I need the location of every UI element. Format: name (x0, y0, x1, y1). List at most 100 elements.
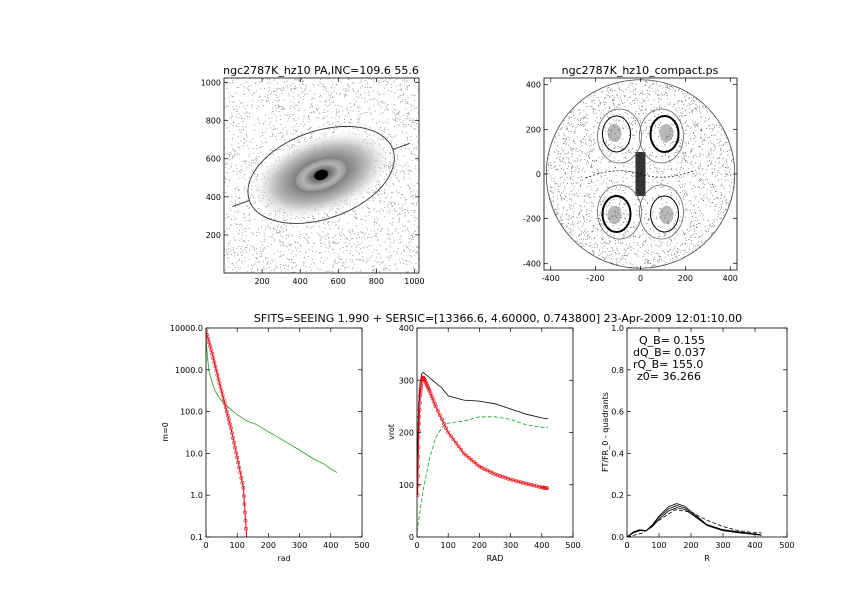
noise-dot (389, 209, 391, 211)
map-dot (640, 102, 642, 104)
map-dot (622, 263, 624, 265)
noise-dot (290, 258, 292, 260)
map-dot (583, 101, 584, 103)
map-dot (607, 186, 609, 188)
noise-dot (245, 140, 247, 141)
map-dot (725, 142, 727, 143)
map-dot (563, 190, 565, 192)
noise-dot (287, 264, 289, 266)
map-dot (649, 85, 651, 87)
noise-dot (279, 99, 280, 101)
map-dot (702, 214, 704, 216)
map-dot (712, 184, 713, 186)
noise-dot (286, 134, 288, 136)
noise-dot (277, 83, 278, 85)
noise-dot (257, 173, 259, 175)
noise-dot (386, 196, 387, 198)
map-dot (588, 213, 590, 214)
map-dot (625, 250, 627, 251)
map-dot (551, 192, 553, 194)
map-dot (549, 194, 550, 196)
map-dot (695, 108, 696, 109)
noise-dot (392, 162, 394, 164)
map-dot (557, 145, 558, 147)
noise-dot (367, 237, 368, 239)
noise-dot (373, 224, 375, 226)
map-dot (723, 212, 724, 213)
noise-dot (372, 197, 374, 199)
noise-dot (416, 245, 418, 247)
map-dot (568, 144, 569, 146)
map-dot (577, 158, 578, 160)
map-dot (599, 214, 601, 216)
map-dot (585, 243, 586, 244)
map-dot (602, 181, 604, 183)
map-dot (690, 209, 691, 211)
map-dot (661, 198, 662, 199)
map-dot (587, 160, 588, 162)
map-dot (598, 122, 600, 123)
map-dot (602, 150, 604, 152)
map-dot (660, 126, 662, 128)
noise-dot (345, 90, 347, 92)
map-dot (678, 176, 680, 178)
map-dot (602, 225, 604, 227)
noise-dot (390, 176, 392, 178)
noise-dot (385, 197, 387, 199)
map-dot (588, 183, 590, 184)
noise-dot (407, 140, 409, 142)
noise-dot (225, 178, 226, 180)
map-dot (667, 245, 669, 246)
map-dot (722, 130, 724, 132)
noise-dot (275, 100, 276, 101)
map-dot (598, 156, 600, 158)
map-dot (700, 215, 701, 217)
noise-dot (251, 194, 253, 196)
map-dot (666, 95, 668, 97)
noise-dot (329, 99, 331, 100)
map-dot (548, 167, 550, 169)
map-dot (659, 131, 660, 133)
noise-dot (292, 91, 294, 93)
map-dot (607, 144, 609, 146)
map-dot (633, 175, 635, 177)
noise-dot (402, 99, 403, 101)
map-dot (722, 158, 724, 159)
map-dot (659, 105, 661, 106)
noise-dot (284, 217, 286, 218)
noise-dot (360, 94, 362, 96)
map-dot (718, 213, 719, 215)
map-dot (601, 91, 602, 93)
noise-dot (310, 126, 312, 128)
map-dot (702, 183, 704, 185)
noise-dot (384, 127, 386, 129)
map-dot (698, 206, 699, 208)
map-dot (708, 182, 709, 184)
map-dot (570, 111, 572, 112)
noise-dot (348, 267, 349, 268)
noise-dot (388, 134, 390, 135)
map-dot (646, 128, 648, 130)
map-dot (631, 172, 633, 174)
noise-dot (349, 229, 351, 231)
noise-dot (295, 217, 297, 219)
map-dot (676, 110, 678, 111)
map-dot (599, 102, 601, 104)
map-dot (615, 206, 617, 208)
map-dot (572, 176, 574, 178)
noise-dot (298, 140, 300, 142)
map-dot (634, 152, 636, 153)
noise-dot (232, 249, 234, 251)
noise-dot (234, 239, 236, 241)
noise-dot (411, 196, 413, 197)
map-dot (692, 166, 694, 168)
map-dot (570, 208, 571, 210)
noise-dot (303, 84, 305, 85)
map-dot (633, 235, 634, 237)
noise-dot (263, 268, 265, 270)
map-dot (563, 138, 564, 140)
map-dot (572, 167, 574, 169)
map-dot (718, 206, 720, 208)
map-dot (600, 229, 602, 231)
noise-dot (244, 213, 245, 215)
